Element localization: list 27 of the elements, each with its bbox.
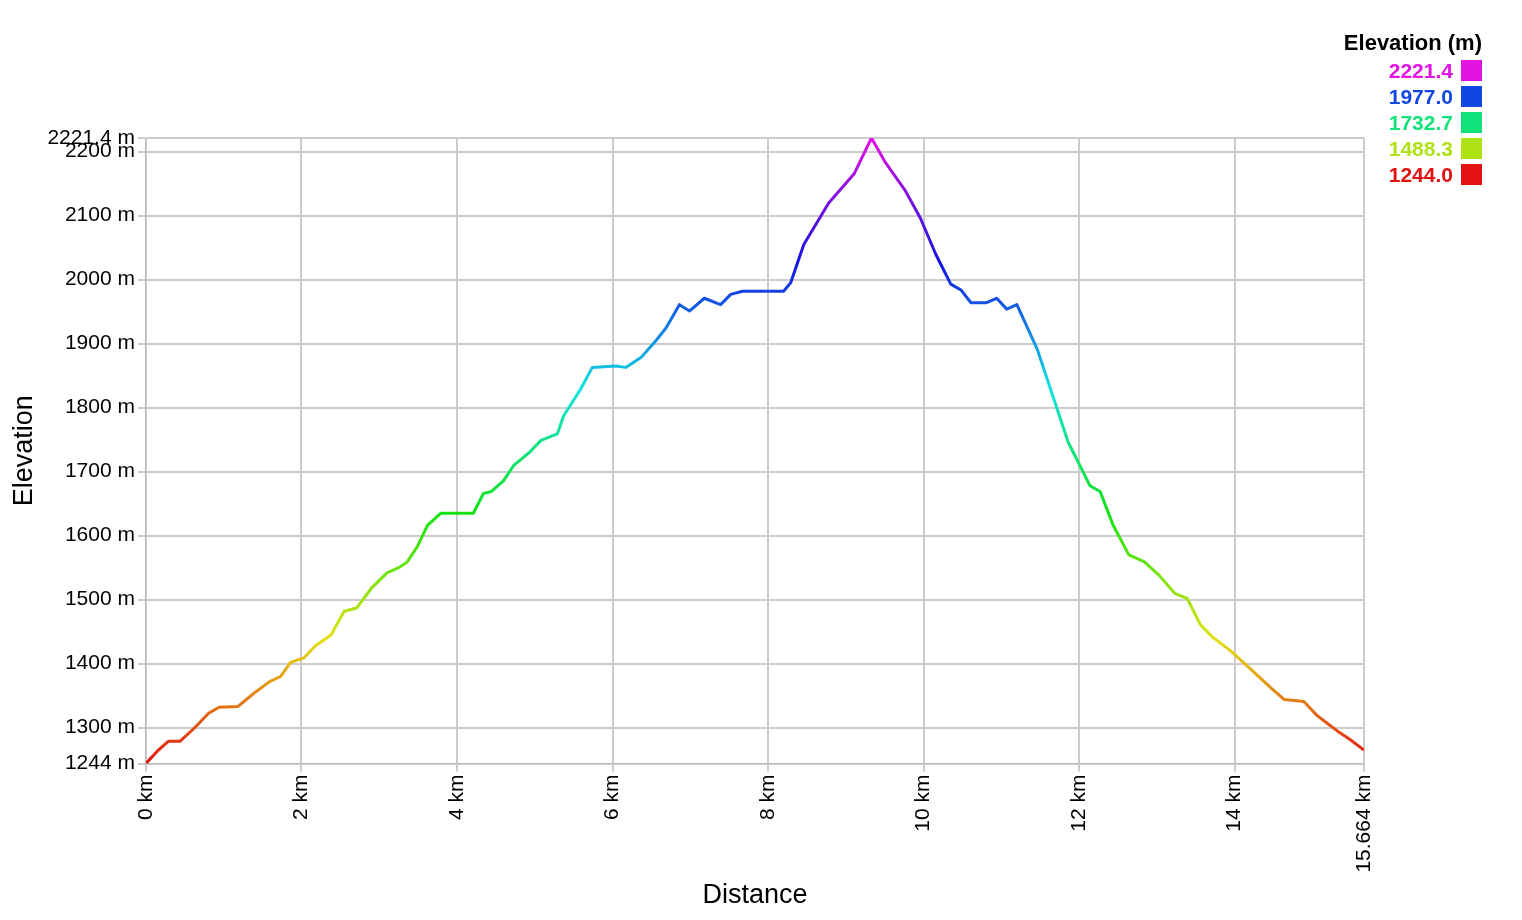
color-bar-label: 1977.0	[1388, 85, 1453, 108]
y-tick-label: 1800 m	[64, 394, 135, 418]
color-bar-label: 2221.4	[1388, 59, 1453, 82]
y-tick-label: 1700 m	[64, 458, 135, 482]
x-tick-label: 15.664 km	[1350, 774, 1374, 873]
x-tick-label: 8 km	[754, 774, 778, 821]
y-tick-label: 1900 m	[64, 330, 135, 354]
y-tick-label: 1500 m	[64, 586, 135, 610]
x-tick-label: 2 km	[288, 774, 312, 821]
x-tick-label: 0 km	[132, 774, 156, 821]
y-tick-label: 2000 m	[64, 266, 135, 290]
color-bar-title: Elevation (m)	[1343, 30, 1482, 56]
x-tick-label: 10 km	[910, 774, 934, 832]
color-bar-label: 1488.3	[1388, 137, 1453, 160]
y-tick-label: 1400 m	[64, 650, 135, 674]
x-tick-label: 12 km	[1065, 774, 1089, 832]
x-tick-label: 4 km	[443, 774, 467, 821]
y-tick-label: 1600 m	[64, 522, 135, 546]
y-axis-title: Elevation	[7, 395, 38, 507]
x-tick-label: 6 km	[599, 774, 623, 821]
y-tick-label: 1300 m	[64, 714, 135, 738]
x-tick-label: 14 km	[1221, 774, 1245, 832]
color-bar-label: 1732.7	[1388, 111, 1453, 134]
y-tick-label: 1244 m	[64, 750, 135, 774]
color-bar-label: 1244.0	[1388, 163, 1453, 186]
x-axis-title: Distance	[702, 879, 808, 910]
y-tick-label: 2100 m	[64, 202, 135, 226]
